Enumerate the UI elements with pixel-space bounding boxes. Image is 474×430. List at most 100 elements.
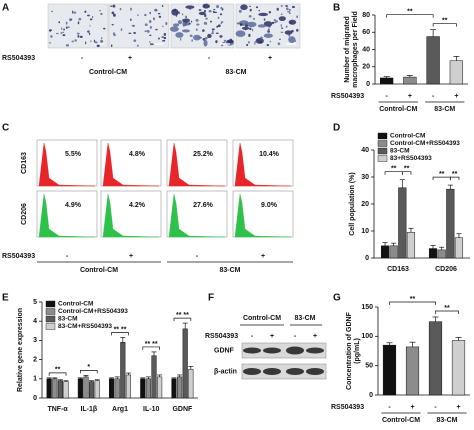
percentage: 25.2% <box>193 151 214 158</box>
cell-stain <box>212 10 215 13</box>
bar <box>382 344 397 396</box>
cell-stain <box>236 22 240 25</box>
percentage: 10.4% <box>259 151 280 158</box>
cell-stain <box>287 11 291 13</box>
cell-stain <box>84 10 87 13</box>
cell-stain <box>182 18 191 23</box>
cell-stain <box>249 5 251 7</box>
treatment-label: RS504393 <box>331 404 364 411</box>
x-tick-label: - <box>388 404 391 411</box>
x-tick-label: GDNF <box>172 406 193 413</box>
significance: ** ** <box>114 326 127 333</box>
histogram-peak <box>38 193 96 238</box>
cell-stain <box>255 6 259 9</box>
cell-stain <box>120 28 123 32</box>
x-tick-label: + <box>410 404 414 411</box>
cell-stain <box>185 15 187 19</box>
band-label: β-actin <box>214 368 237 375</box>
cell-stain <box>90 40 92 42</box>
cell-stain <box>113 34 116 37</box>
cell-stain <box>72 10 74 14</box>
cell-stain <box>162 25 164 28</box>
y-tick-label: 50 <box>365 363 373 370</box>
cell-stain <box>161 5 164 8</box>
cell-stain <box>271 21 275 24</box>
cell-stain <box>77 34 80 38</box>
x-tick-label: TNF-α <box>47 406 68 413</box>
cell-stain <box>77 21 80 25</box>
cell-stain <box>111 11 115 15</box>
cell-stain <box>279 38 281 40</box>
significance-bracket <box>142 346 160 350</box>
significance-bracket <box>111 332 129 336</box>
y-tick-label: 0 <box>369 392 373 399</box>
cell-stain <box>73 11 77 14</box>
x-tick-label: + <box>456 404 460 411</box>
cell-stain <box>100 37 103 40</box>
histogram-peak <box>38 142 96 187</box>
group-label: 83-CM <box>219 267 240 274</box>
cell-stain <box>267 30 270 33</box>
cell-stain <box>258 9 260 12</box>
legend-label: 83-CM <box>390 148 410 155</box>
blot-band <box>263 347 281 354</box>
cell-stain <box>161 36 165 39</box>
bar <box>63 381 69 399</box>
significance: ** <box>404 166 410 173</box>
cell-stain <box>269 40 272 43</box>
blot-band <box>243 347 261 354</box>
cell-stain <box>154 9 158 12</box>
band-label: GDNF <box>214 347 235 354</box>
cell-stain <box>62 34 66 37</box>
cell-stain <box>285 5 288 8</box>
y-tick-label: 30 <box>361 174 369 181</box>
legend-label: Control-CM <box>58 301 93 308</box>
cell-stain <box>48 29 53 31</box>
treatment-label: RS504393 <box>205 333 238 340</box>
cell-stain <box>215 40 218 44</box>
blot-band <box>286 368 304 375</box>
bar <box>114 378 120 399</box>
cell-stain <box>89 25 91 27</box>
cell-stain <box>65 21 68 25</box>
cell-stain <box>202 38 206 41</box>
panel-label: E <box>2 293 9 304</box>
cell-stain <box>87 14 90 17</box>
cell-stain <box>190 20 193 23</box>
cell-stain <box>211 32 214 35</box>
bar <box>151 355 157 399</box>
cell-stain <box>191 39 193 43</box>
cell-stain <box>137 14 139 16</box>
cell-stain <box>289 12 291 14</box>
cell-stain <box>263 33 273 38</box>
bar <box>451 340 466 396</box>
cell-stain <box>132 24 135 28</box>
cell-stain <box>259 40 262 44</box>
cell-stain <box>216 5 220 9</box>
cell-stain <box>263 18 266 21</box>
bar <box>403 76 417 85</box>
cell-stain <box>87 30 90 34</box>
cell-stain <box>211 28 215 31</box>
cell-stain <box>162 39 166 42</box>
legend-swatch <box>45 315 56 323</box>
cell-stain <box>62 31 65 34</box>
cell-stain <box>288 19 297 25</box>
blot-strip <box>241 342 327 359</box>
y-axis-label: Relative gene expression <box>17 308 24 392</box>
y-tick-label: 5 <box>33 299 37 306</box>
cell-stain <box>149 34 152 37</box>
x-tick-label: Arg1 <box>112 406 128 413</box>
y-tick-label: 40 <box>362 46 370 53</box>
micrograph <box>170 3 235 49</box>
marker-label: CD206 <box>21 203 28 225</box>
x-tick-label: - <box>385 93 388 100</box>
y-tick-label: 40 <box>361 147 369 154</box>
x-tick-label: - <box>432 93 435 100</box>
cell-stain <box>195 28 198 31</box>
cell-stain <box>157 12 161 15</box>
cell-stain <box>149 41 151 43</box>
group-label: 83-CM <box>436 417 457 424</box>
cell-stain <box>285 7 289 11</box>
group-label: 83-CM <box>225 69 246 76</box>
